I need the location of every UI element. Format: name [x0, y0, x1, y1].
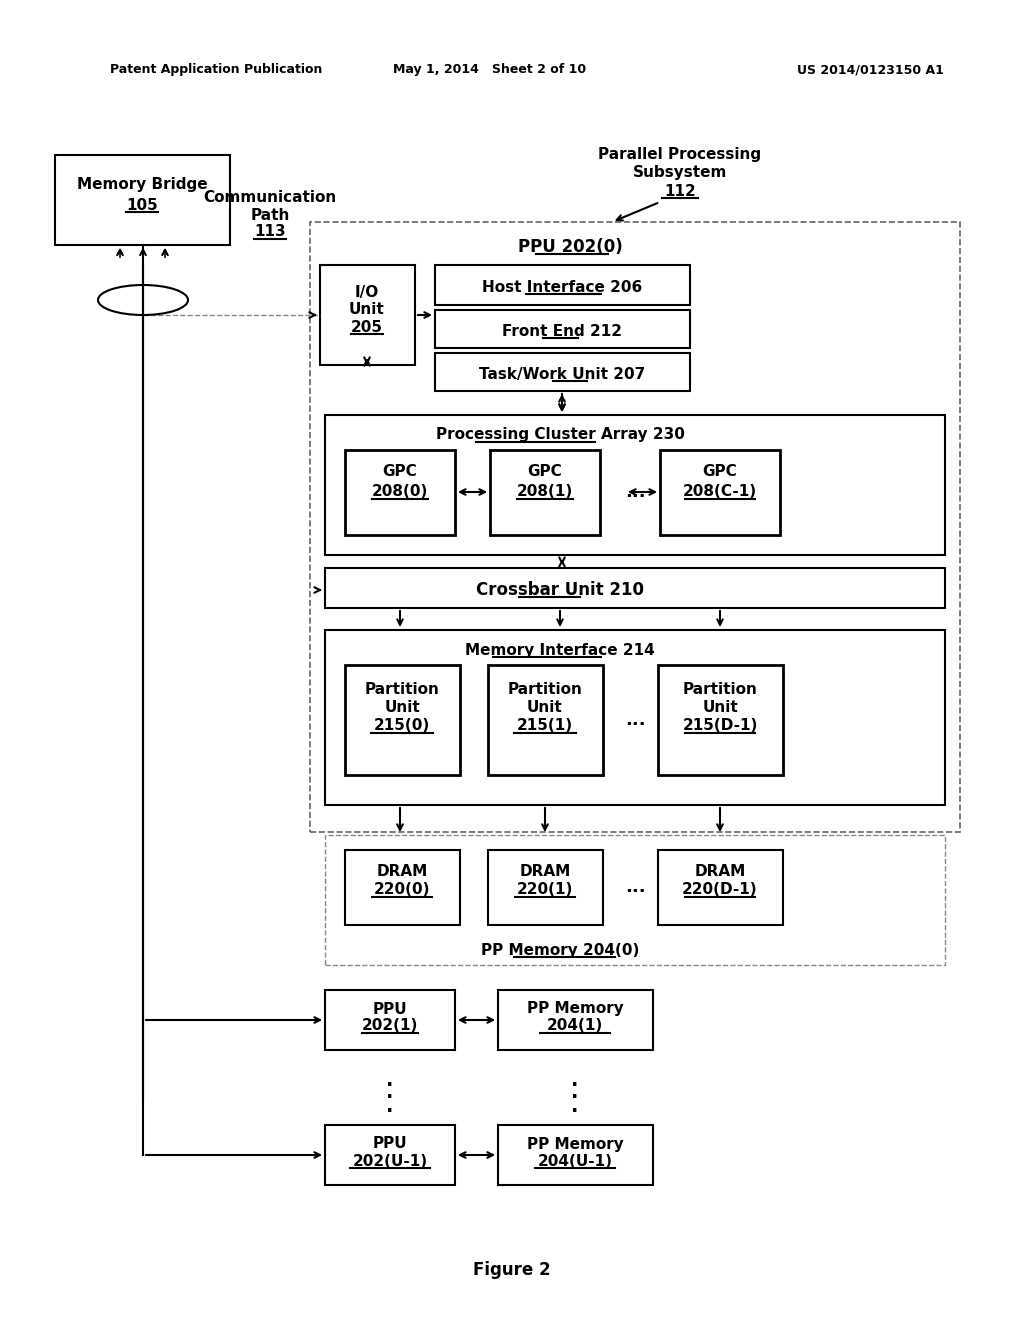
Bar [490, 450, 600, 535]
Text: DRAM: DRAM [519, 863, 570, 879]
Text: 215(1): 215(1) [517, 718, 573, 734]
Bar [488, 850, 603, 925]
Text: PPU: PPU [373, 1137, 408, 1151]
Text: ...: ... [625, 878, 645, 896]
Text: 220(1): 220(1) [517, 883, 573, 898]
Text: 220(D-1): 220(D-1) [682, 883, 758, 898]
Bar [498, 990, 653, 1049]
Text: May 1, 2014   Sheet 2 of 10: May 1, 2014 Sheet 2 of 10 [393, 63, 587, 77]
Text: 112: 112 [665, 183, 696, 198]
Text: DRAM: DRAM [694, 863, 745, 879]
Text: .: . [571, 1084, 579, 1102]
Text: Partition: Partition [683, 682, 758, 697]
Text: .: . [386, 1097, 393, 1115]
Text: PPU 202(0): PPU 202(0) [517, 238, 623, 256]
Text: Communication: Communication [204, 190, 337, 206]
Bar [325, 1125, 455, 1185]
Bar [325, 568, 945, 609]
Text: 105: 105 [126, 198, 158, 213]
Text: PP Memory: PP Memory [526, 1137, 624, 1151]
Text: Unit: Unit [384, 701, 420, 715]
Text: 215(D-1): 215(D-1) [682, 718, 758, 734]
Bar [498, 1125, 653, 1185]
Text: Processing Cluster Array 230: Processing Cluster Array 230 [435, 428, 684, 442]
Bar [345, 665, 460, 775]
Bar [310, 222, 961, 832]
Bar [488, 665, 603, 775]
Text: Partition: Partition [365, 682, 439, 697]
Bar [345, 450, 455, 535]
Bar [658, 665, 783, 775]
Text: ...: ... [625, 483, 645, 502]
Text: US 2014/0123150 A1: US 2014/0123150 A1 [797, 63, 943, 77]
Bar [319, 265, 415, 366]
Text: Crossbar Unit 210: Crossbar Unit 210 [476, 581, 644, 599]
Bar [435, 310, 690, 348]
Bar [435, 352, 690, 391]
Text: .: . [571, 1071, 579, 1089]
Text: 205: 205 [351, 319, 383, 334]
Text: PP Memory 204(0): PP Memory 204(0) [481, 942, 639, 957]
Bar [325, 414, 945, 554]
Text: Front End 212: Front End 212 [502, 323, 622, 338]
Text: DRAM: DRAM [377, 863, 428, 879]
Text: Memory Bridge: Memory Bridge [77, 177, 207, 193]
Bar [325, 836, 945, 965]
Text: Path: Path [250, 207, 290, 223]
Text: PP Memory: PP Memory [526, 1002, 624, 1016]
Text: Figure 2: Figure 2 [473, 1261, 551, 1279]
Text: GPC: GPC [383, 465, 418, 479]
Text: 215(0): 215(0) [374, 718, 430, 734]
Text: Host Interface 206: Host Interface 206 [482, 280, 642, 294]
Text: .: . [386, 1071, 393, 1089]
Text: Task/Work Unit 207: Task/Work Unit 207 [479, 367, 645, 381]
Text: GPC: GPC [702, 465, 737, 479]
Bar [435, 265, 690, 305]
Text: I/O: I/O [355, 285, 379, 301]
Text: .: . [571, 1097, 579, 1115]
Bar [345, 850, 460, 925]
Text: .: . [386, 1084, 393, 1102]
Text: 202(U-1): 202(U-1) [352, 1154, 428, 1168]
Bar [325, 990, 455, 1049]
Text: 208(C-1): 208(C-1) [683, 484, 757, 499]
Text: Unit: Unit [527, 701, 563, 715]
Bar [55, 154, 230, 246]
Text: GPC: GPC [527, 465, 562, 479]
Text: 204(U-1): 204(U-1) [538, 1154, 612, 1168]
Text: PPU: PPU [373, 1002, 408, 1016]
Bar [658, 850, 783, 925]
Text: 208(0): 208(0) [372, 484, 428, 499]
Text: Parallel Processing: Parallel Processing [598, 148, 762, 162]
Text: 208(1): 208(1) [517, 484, 573, 499]
Text: 202(1): 202(1) [361, 1019, 418, 1034]
Bar [325, 630, 945, 805]
Text: Unit: Unit [702, 701, 738, 715]
Text: Partition: Partition [508, 682, 583, 697]
Text: 204(1): 204(1) [547, 1019, 603, 1034]
Text: Memory Interface 214: Memory Interface 214 [465, 643, 655, 657]
Text: ...: ... [625, 711, 645, 729]
Text: Patent Application Publication: Patent Application Publication [110, 63, 323, 77]
Text: 113: 113 [254, 224, 286, 239]
Text: Unit: Unit [349, 302, 385, 318]
Text: Subsystem: Subsystem [633, 165, 727, 181]
Text: 220(0): 220(0) [374, 883, 430, 898]
Bar [660, 450, 780, 535]
